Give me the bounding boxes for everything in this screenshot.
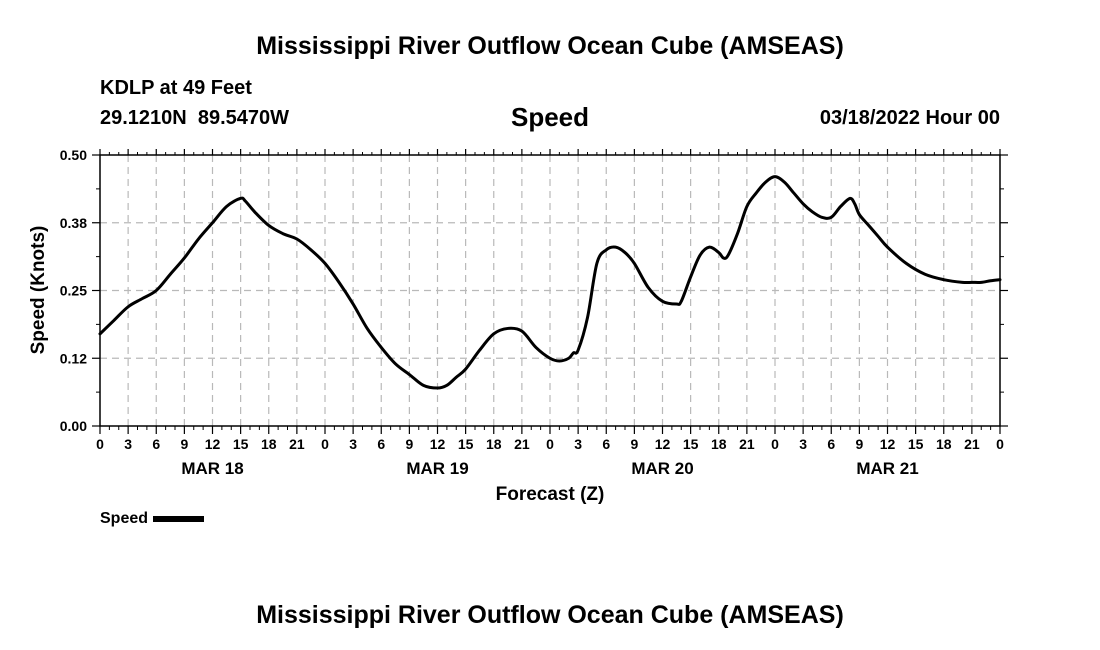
x-tick-label: 15 <box>908 436 924 452</box>
x-tick-label: 9 <box>855 436 863 452</box>
x-tick-label: 15 <box>683 436 699 452</box>
x-tick-label: 12 <box>880 436 896 452</box>
day-label: MAR 18 <box>181 459 243 478</box>
x-tick-label: 18 <box>936 436 952 452</box>
bottom-title: Mississippi River Outflow Ocean Cube (AM… <box>256 601 844 629</box>
station-label: KDLP at 49 Feet <box>100 77 252 99</box>
y-tick-label: 0.38 <box>60 215 87 231</box>
y-axis-title: Speed (Knots) <box>28 226 49 355</box>
x-tick-label: 3 <box>799 436 807 452</box>
legend-swatch <box>153 516 205 522</box>
main-title: Mississippi River Outflow Ocean Cube (AM… <box>256 32 844 60</box>
x-tick-label: 0 <box>996 436 1004 452</box>
x-tick-label: 0 <box>771 436 779 452</box>
x-tick-label: 6 <box>602 436 610 452</box>
x-axis-ticks: 0 3 6 9 12 15 18 21 0 3 6 9 12 15 18 21 0 3 6 9 12 15 18 21 0 3 6 9… <box>96 149 1004 452</box>
x-axis-day-labels: MAR 18 MAR 19 MAR 20 MAR 21 <box>181 459 918 478</box>
x-tick-label: 6 <box>827 436 835 452</box>
x-tick-label: 9 <box>405 436 413 452</box>
coordinates-label: 29.1210N 89.5470W <box>100 107 290 129</box>
x-tick-label: 12 <box>655 436 671 452</box>
series-line-speed <box>98 175 1002 390</box>
day-label: MAR 21 <box>856 459 918 478</box>
x-tick-label: 21 <box>289 436 305 452</box>
x-tick-label: 9 <box>630 436 638 452</box>
x-tick-label: 18 <box>261 436 277 452</box>
x-tick-label: 3 <box>124 436 132 452</box>
y-tick-label: 0.12 <box>60 350 87 366</box>
x-axis-title: Forecast (Z) <box>496 484 605 505</box>
x-tick-label: 6 <box>152 436 160 452</box>
legend-label: Speed <box>100 510 149 527</box>
x-tick-label: 0 <box>546 436 554 452</box>
x-tick-label: 0 <box>321 436 329 452</box>
grid-layer <box>100 155 1000 426</box>
y-tick-label: 0.00 <box>60 418 87 434</box>
x-tick-label: 21 <box>739 436 755 452</box>
x-tick-label: 12 <box>430 436 446 452</box>
day-label: MAR 19 <box>406 459 468 478</box>
y-tick-label: 0.25 <box>60 283 87 299</box>
x-tick-label: 12 <box>205 436 221 452</box>
x-tick-label: 21 <box>514 436 530 452</box>
x-tick-label: 3 <box>349 436 357 452</box>
x-tick-label: 3 <box>574 436 582 452</box>
y-axis-ticks: 0.00 0.12 0.25 0.38 0.50 <box>60 147 1008 434</box>
legend: Speed <box>100 509 205 529</box>
y-tick-label: 0.50 <box>60 147 87 163</box>
x-tick-label: 0 <box>96 436 104 452</box>
x-tick-label: 6 <box>377 436 385 452</box>
day-label: MAR 20 <box>631 459 693 478</box>
variable-label: Speed <box>510 102 590 132</box>
x-tick-label: 21 <box>964 436 980 452</box>
forecast-date-label: 03/18/2022 Hour 00 <box>819 107 1000 129</box>
x-tick-label: 9 <box>180 436 188 452</box>
x-tick-label: 18 <box>711 436 727 452</box>
x-tick-label: 15 <box>458 436 474 452</box>
x-tick-label: 15 <box>233 436 249 452</box>
x-tick-label: 18 <box>486 436 502 452</box>
